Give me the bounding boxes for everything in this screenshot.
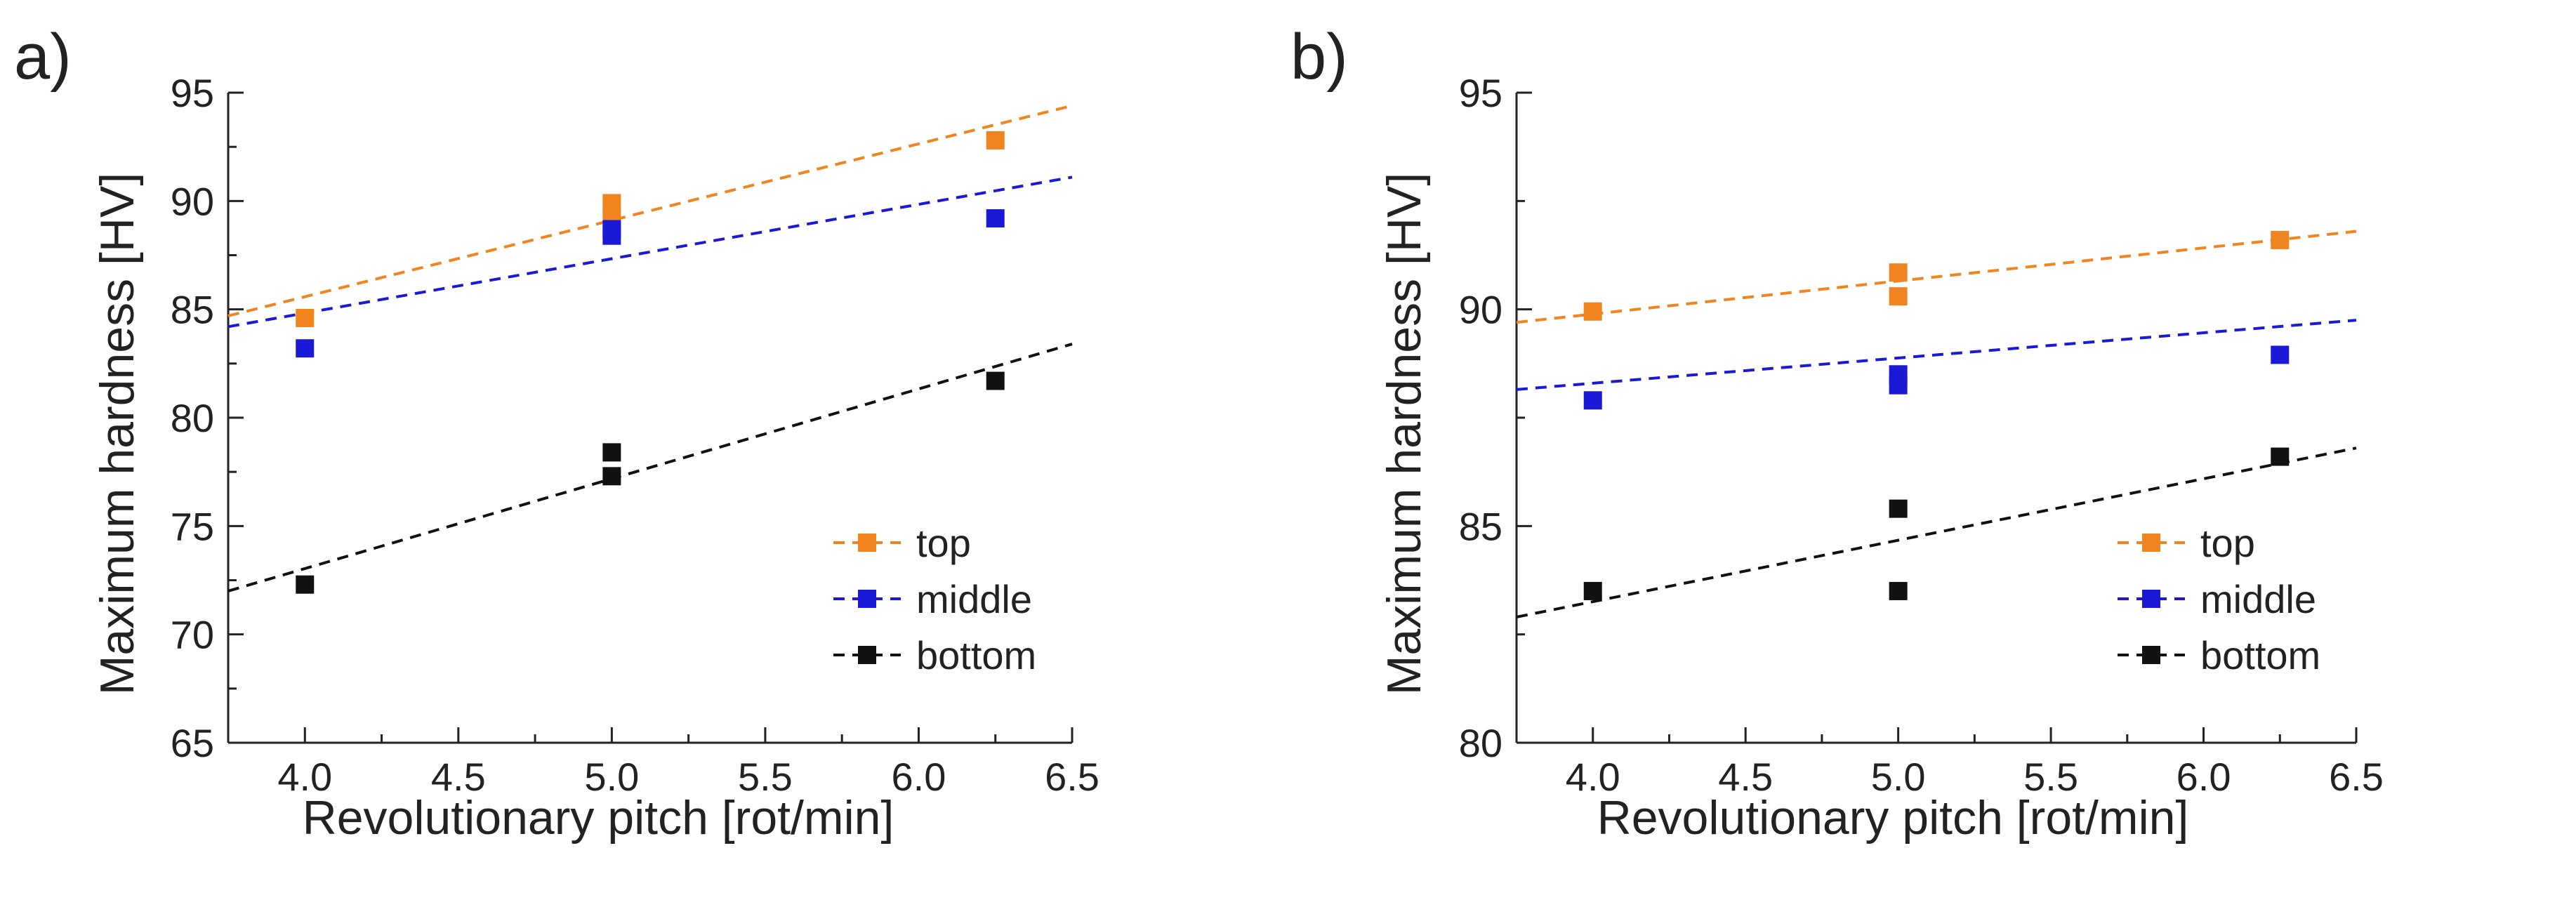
legend-item-middle-b: middle [2118,577,2316,621]
panel-label-a: a) [14,21,72,93]
legend-label-top: top [2200,521,2255,565]
y-tick-label-a: 80 [171,396,214,440]
legend-label-middle: middle [916,577,1032,621]
ticks-b: 4.0 4.5 5.0 5.5 6.0 6.5 80 85 90 95 [1459,71,2384,799]
y-tick-label-b: 90 [1459,288,1502,332]
x-axis-title-a: Revolutionary pitch [rot/min] [303,791,894,845]
trendline-middle-b [1516,319,2357,391]
legend-marker-middle [2142,590,2160,608]
x-axis-title-b: Revolutionary pitch [rot/min] [1597,791,2189,845]
legend-label-top: top [916,521,971,565]
legend-marker-bottom [2142,646,2160,664]
legend-label-bottom: bottom [2200,633,2320,677]
x-tick-label-a: 6.0 [892,755,946,799]
trendlines-b [1516,230,2357,618]
panel-label-b: b) [1290,21,1348,93]
y-tick-label-a: 65 [171,721,214,765]
data-point-middle-b [1583,391,1602,410]
legend-marker-bottom [858,646,876,664]
y-axis-title-a: Maximum hardness [HV] [91,173,144,695]
x-tick-label-a: 4.0 [277,755,332,799]
x-tick-label-a: 4.5 [431,755,486,799]
y-tick-label-a: 95 [171,71,214,115]
y-tick-label-a: 70 [171,613,214,657]
x-tick-label-b: 4.0 [1566,755,1620,799]
legend-label-middle: middle [2200,577,2316,621]
legend-a: top middle bottom [833,521,1036,677]
x-tick-label-a: 5.5 [738,755,793,799]
y-axis-title-b: Maximum hardness [HV] [1378,173,1431,695]
trendline-bottom-a [227,343,1073,592]
data-point-middle-a [602,226,621,245]
legend-label-bottom: bottom [916,633,1036,677]
data-point-bottom-b [2271,447,2290,466]
data-point-bottom-b [1583,581,1602,600]
x-tick-label-b: 6.5 [2329,755,2384,799]
x-tick-label-b: 5.0 [1871,755,1926,799]
x-tick-label-b: 4.5 [1718,755,1773,799]
y-tick-label-b: 95 [1459,71,1502,115]
data-point-top-a [296,309,315,328]
chart-panel-a: a) Maximum hardness [HV] Revolutionary p… [14,21,1099,845]
data-point-middle-a [296,339,315,358]
data-point-bottom-a [602,443,621,462]
y-tick-label-b: 85 [1459,504,1502,548]
data-point-top-b [1889,263,1908,282]
data-point-top-b [1583,302,1602,321]
trendline-bottom-b [1516,446,2357,618]
data-point-bottom-a [602,467,621,486]
x-tick-label-b: 5.5 [2023,755,2078,799]
data-point-top-a [986,131,1005,150]
x-tick-label-a: 6.5 [1045,755,1099,799]
data-point-bottom-a [296,575,315,594]
x-tick-label-b: 6.0 [2177,755,2231,799]
legend-item-bottom-a: bottom [833,633,1036,677]
trendlines-a [227,104,1073,592]
y-tick-label-a: 85 [171,288,214,332]
legend-marker-top [2142,534,2160,552]
legend-item-top-a: top [833,521,971,565]
data-point-bottom-b [1889,499,1908,518]
legend-marker-middle [858,590,876,608]
points-b [1583,230,2290,600]
trendline-middle-a [227,176,1073,329]
data-point-middle-b [2271,345,2290,364]
legend-marker-top [858,534,876,552]
data-point-top-b [1889,287,1908,306]
ticks-a: 4.0 4.5 5.0 5.5 6.0 6.5 65 70 75 80 85 90 95 [171,71,1099,799]
y-tick-label-a: 90 [171,179,214,223]
x-tick-label-a: 5.0 [584,755,639,799]
chart-panel-b: b) Maximum hardness [HV] Revolutionary p… [1290,21,2384,845]
data-point-bottom-b [1889,581,1908,600]
data-point-top-b [2271,230,2290,249]
data-point-middle-b [1889,376,1908,395]
trendline-top-a [227,104,1073,317]
trendline-top-b [1516,230,2357,324]
data-point-bottom-a [986,371,1005,390]
points-a [296,131,1005,594]
data-point-middle-a [986,209,1005,228]
legend-b: top middle bottom [2118,521,2320,677]
legend-item-middle-a: middle [833,577,1032,621]
legend-item-bottom-b: bottom [2118,633,2320,677]
y-tick-label-a: 75 [171,504,214,548]
y-tick-label-b: 80 [1459,721,1502,765]
legend-item-top-b: top [2118,521,2255,565]
